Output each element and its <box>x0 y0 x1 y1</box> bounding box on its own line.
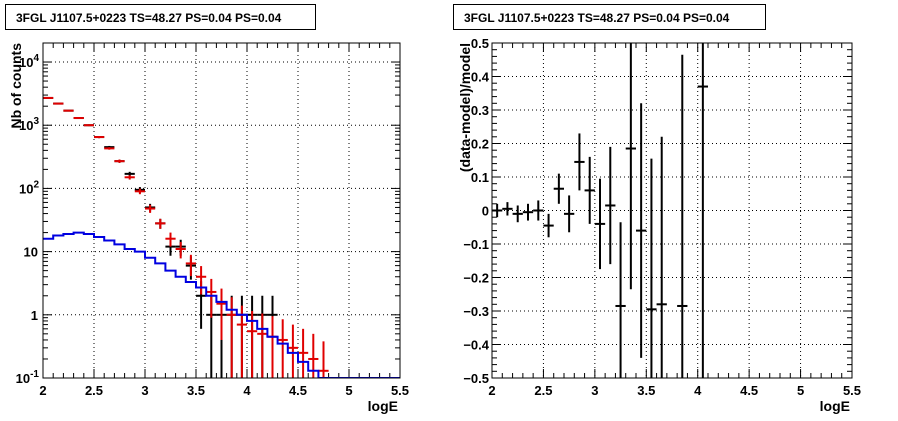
x-axis-title: logE <box>368 398 398 414</box>
y-tick-label: 1 <box>31 308 38 323</box>
plot-frame <box>42 42 401 379</box>
x-tick-label: 3 <box>591 383 598 398</box>
y-tick-label: 0.2 <box>471 137 489 152</box>
left-panel-title: 3FGL J1107.5+0223 TS=48.27 PS=0.04 PS=0.… <box>5 4 316 30</box>
y-axis-title: (data-model)/model <box>457 43 473 172</box>
x-tick-label: 4.5 <box>289 383 307 398</box>
x-tick-label: 5 <box>345 383 352 398</box>
x-tick-label: 5.5 <box>391 383 409 398</box>
x-tick-label: 4.5 <box>740 383 758 398</box>
y-tick-label: 104 <box>19 53 39 70</box>
y-tick-label: 0.1 <box>471 170 489 185</box>
y-tick-label: −0.2 <box>463 271 489 286</box>
x-tick-label: 5 <box>797 383 804 398</box>
plot-area <box>492 43 708 378</box>
x-axis-title: logE <box>820 398 850 414</box>
right-panel-title: 3FGL J1107.5+0223 TS=48.27 PS=0.04 PS=0.… <box>453 4 766 30</box>
model-step-line <box>43 231 400 378</box>
y-tick-label: 102 <box>19 179 39 196</box>
counts-chart: 2 2.5 3 3.5 4 4.5 5 5.5 10-1 1 10 102 103 104 logE Nb o… <box>8 42 409 414</box>
y-tick-label: 0.3 <box>471 103 489 118</box>
y-axis-title: Nb of counts <box>8 43 24 129</box>
y-tick-label: 0.4 <box>471 70 490 85</box>
y-tick-label: 10 <box>24 245 38 260</box>
y-tick-label: 0 <box>482 204 489 219</box>
y-tick-label: −0.1 <box>463 237 489 252</box>
x-tick-label: 3.5 <box>187 383 205 398</box>
y-tick-label: −0.5 <box>463 371 489 386</box>
plot-frame <box>491 42 853 379</box>
y-tick-label: −0.3 <box>463 304 489 319</box>
x-tick-label: 3.5 <box>637 383 655 398</box>
x-tick-label: 2.5 <box>534 383 552 398</box>
x-tick-label: 2 <box>39 383 46 398</box>
y-tick-label: 0.5 <box>471 36 489 51</box>
x-tick-label: 4 <box>694 383 702 398</box>
plot-area <box>43 96 400 378</box>
x-tick-label: 2.5 <box>85 383 103 398</box>
y-tick-label: 10-1 <box>16 369 40 386</box>
y-tick-label: 103 <box>19 116 39 133</box>
x-tick-label: 2 <box>488 383 495 398</box>
y-tick-label: −0.4 <box>463 338 489 353</box>
residuals-chart: 2 2.5 3 3.5 4 4.5 5 5.5 −0.5 −0.4 −0.3 −0.2 −0.1 0 0.1… <box>457 36 861 414</box>
x-tick-label: 5.5 <box>843 383 861 398</box>
x-tick-label: 3 <box>141 383 148 398</box>
x-tick-label: 4 <box>243 383 251 398</box>
